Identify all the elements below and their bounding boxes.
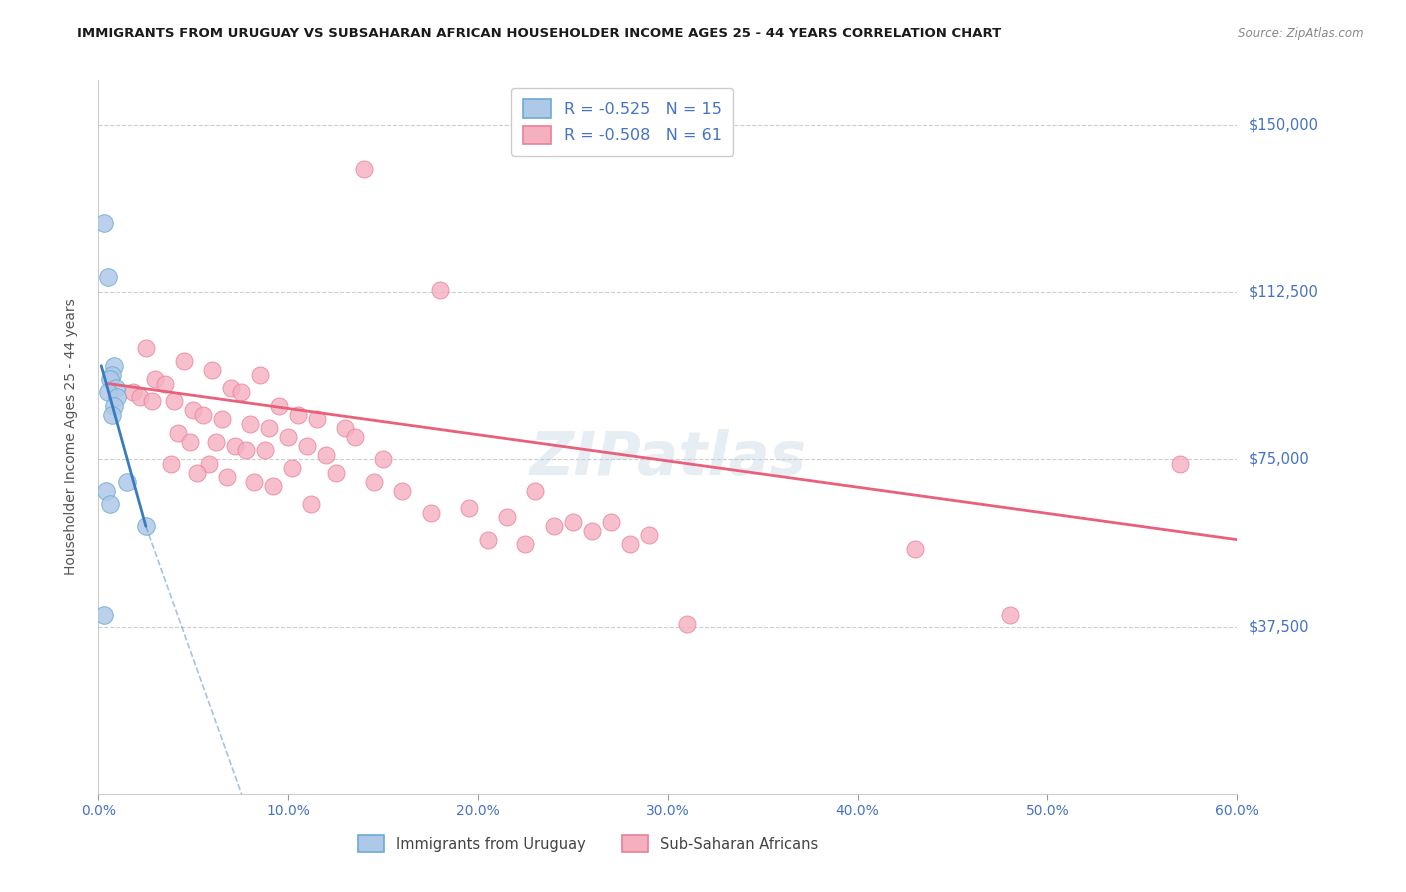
Point: [495, 510, 517, 524]
Point: [135, 341, 157, 355]
Point: [335, 421, 357, 435]
Point: [371, 452, 394, 467]
Point: [1170, 457, 1192, 471]
Point: [581, 524, 603, 538]
Point: [98, 372, 121, 386]
Point: [243, 475, 266, 489]
Point: [97, 269, 120, 284]
Point: [153, 376, 176, 391]
Point: [167, 425, 190, 440]
Point: [305, 412, 328, 426]
Point: [197, 457, 219, 471]
Point: [343, 430, 366, 444]
Point: [477, 533, 499, 547]
Point: [457, 501, 479, 516]
Point: [325, 466, 347, 480]
Point: [141, 394, 163, 409]
Point: [191, 408, 214, 422]
Point: [299, 497, 322, 511]
Point: [419, 506, 441, 520]
Y-axis label: Householder Income Ages 25 - 44 years: Householder Income Ages 25 - 44 years: [63, 299, 77, 575]
Point: [262, 479, 284, 493]
Point: [224, 439, 246, 453]
Point: [94, 483, 117, 498]
Point: [104, 381, 127, 395]
Point: [100, 368, 122, 382]
Point: [221, 381, 243, 395]
Text: $37,500: $37,500: [1249, 619, 1309, 634]
Point: [249, 368, 271, 382]
Point: [277, 430, 299, 444]
Point: [183, 403, 205, 417]
Point: [186, 466, 208, 480]
Point: [97, 385, 120, 400]
Point: [281, 461, 304, 475]
Point: [107, 390, 129, 404]
Point: [201, 363, 224, 377]
Point: [676, 617, 699, 632]
Text: IMMIGRANTS FROM URUGUAY VS SUBSAHARAN AFRICAN HOUSEHOLDER INCOME AGES 25 - 44 YE: IMMIGRANTS FROM URUGUAY VS SUBSAHARAN AF…: [77, 27, 1001, 40]
Point: [163, 394, 186, 409]
Point: [145, 372, 167, 386]
Point: [638, 528, 661, 542]
Point: [562, 515, 585, 529]
Point: [129, 390, 152, 404]
Point: [619, 537, 641, 551]
Text: $150,000: $150,000: [1249, 118, 1319, 132]
Point: [173, 354, 195, 368]
Point: [115, 475, 138, 489]
Point: [98, 497, 121, 511]
Point: [998, 608, 1021, 623]
Point: [103, 399, 125, 413]
Point: [159, 457, 181, 471]
Point: [217, 470, 239, 484]
Point: [93, 216, 115, 230]
Point: [315, 448, 337, 462]
Point: [211, 412, 233, 426]
Point: [121, 385, 143, 400]
Point: [543, 519, 565, 533]
Point: [429, 283, 451, 297]
Text: $112,500: $112,500: [1249, 285, 1319, 300]
Point: [353, 162, 375, 177]
Point: [391, 483, 413, 498]
Point: [179, 434, 201, 449]
Point: [229, 385, 252, 400]
Text: Source: ZipAtlas.com: Source: ZipAtlas.com: [1239, 27, 1364, 40]
Text: $75,000: $75,000: [1249, 452, 1309, 467]
Point: [239, 417, 262, 431]
Point: [287, 408, 309, 422]
Point: [904, 541, 927, 556]
Text: ZIPatlas: ZIPatlas: [529, 429, 807, 488]
Point: [100, 408, 122, 422]
Point: [259, 421, 281, 435]
Point: [363, 475, 385, 489]
Point: [235, 443, 257, 458]
Point: [515, 537, 537, 551]
Point: [93, 608, 115, 623]
Point: [205, 434, 228, 449]
Point: [600, 515, 623, 529]
Point: [297, 439, 319, 453]
Point: [135, 519, 157, 533]
Point: [103, 359, 125, 373]
Point: [254, 443, 277, 458]
Point: [524, 483, 547, 498]
Legend: Immigrants from Uruguay, Sub-Saharan Africans: Immigrants from Uruguay, Sub-Saharan Afr…: [352, 830, 824, 858]
Point: [267, 399, 290, 413]
